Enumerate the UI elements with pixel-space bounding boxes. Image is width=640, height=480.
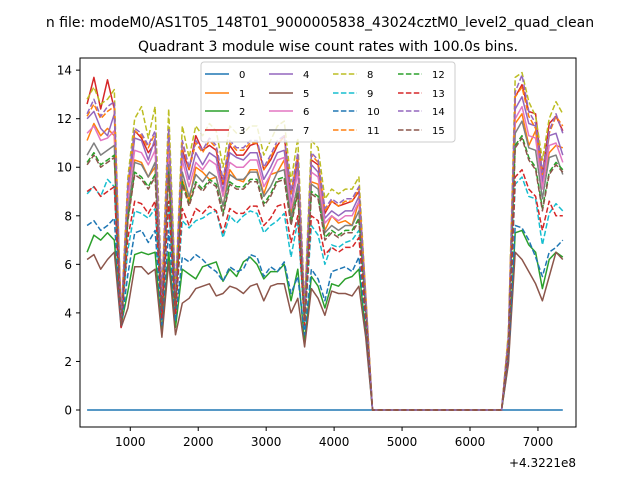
legend-frame: [200, 61, 456, 143]
y-axis: 0 2 4 6 8 10 12 14: [57, 64, 80, 418]
y-tick-label: 8: [64, 209, 72, 223]
series-layer: [86, 71, 564, 411]
figure-suptitle: n file: modeM0/AS1T05_148T01_9000005838_…: [46, 15, 594, 31]
legend-label-15: 15: [432, 126, 445, 137]
y-tick-label: 6: [64, 258, 72, 272]
legend-label-3: 3: [239, 126, 245, 137]
y-tick-label: 0: [64, 404, 72, 418]
y-tick-label: 2: [64, 355, 72, 369]
series-line-12: [86, 134, 564, 411]
x-tick-label: 4000: [319, 435, 350, 449]
y-tick-label: 12: [57, 112, 72, 126]
x-offset-label: +4.3221e8: [509, 456, 576, 470]
legend-label-10: 10: [367, 107, 380, 118]
legend-label-2: 2: [239, 107, 245, 118]
x-tick-label: 2000: [183, 435, 214, 449]
legend-label-11: 11: [367, 126, 380, 137]
y-tick-label: 14: [57, 64, 72, 78]
legend-label-9: 9: [367, 89, 373, 100]
x-axis: 1000 2000 3000 4000 5000 6000 7000: [115, 427, 553, 449]
legend-label-13: 13: [432, 89, 445, 100]
series-line-10: [86, 217, 564, 411]
legend-label-8: 8: [367, 70, 373, 81]
legend-label-12: 12: [432, 70, 445, 81]
legend-label-5: 5: [303, 89, 309, 100]
x-tick-label: 7000: [523, 435, 554, 449]
y-tick-label: 4: [64, 306, 72, 320]
x-tick-label: 5000: [387, 435, 418, 449]
legend-label-6: 6: [303, 107, 309, 118]
chart-title: Quadrant 3 module wise count rates with …: [138, 39, 518, 55]
legend-label-4: 4: [303, 70, 309, 81]
x-tick-label: 3000: [251, 435, 282, 449]
legend-label-14: 14: [432, 107, 445, 118]
legend-label-1: 1: [239, 89, 245, 100]
legend-label-0: 0: [239, 70, 245, 81]
series-line-15: [86, 137, 564, 411]
x-tick-label: 1000: [115, 435, 146, 449]
plot-frame: [79, 57, 577, 428]
series-line-9: [86, 176, 564, 411]
y-tick-label: 10: [57, 161, 72, 175]
x-tick-label: 6000: [455, 435, 486, 449]
legend-label-7: 7: [303, 126, 309, 137]
